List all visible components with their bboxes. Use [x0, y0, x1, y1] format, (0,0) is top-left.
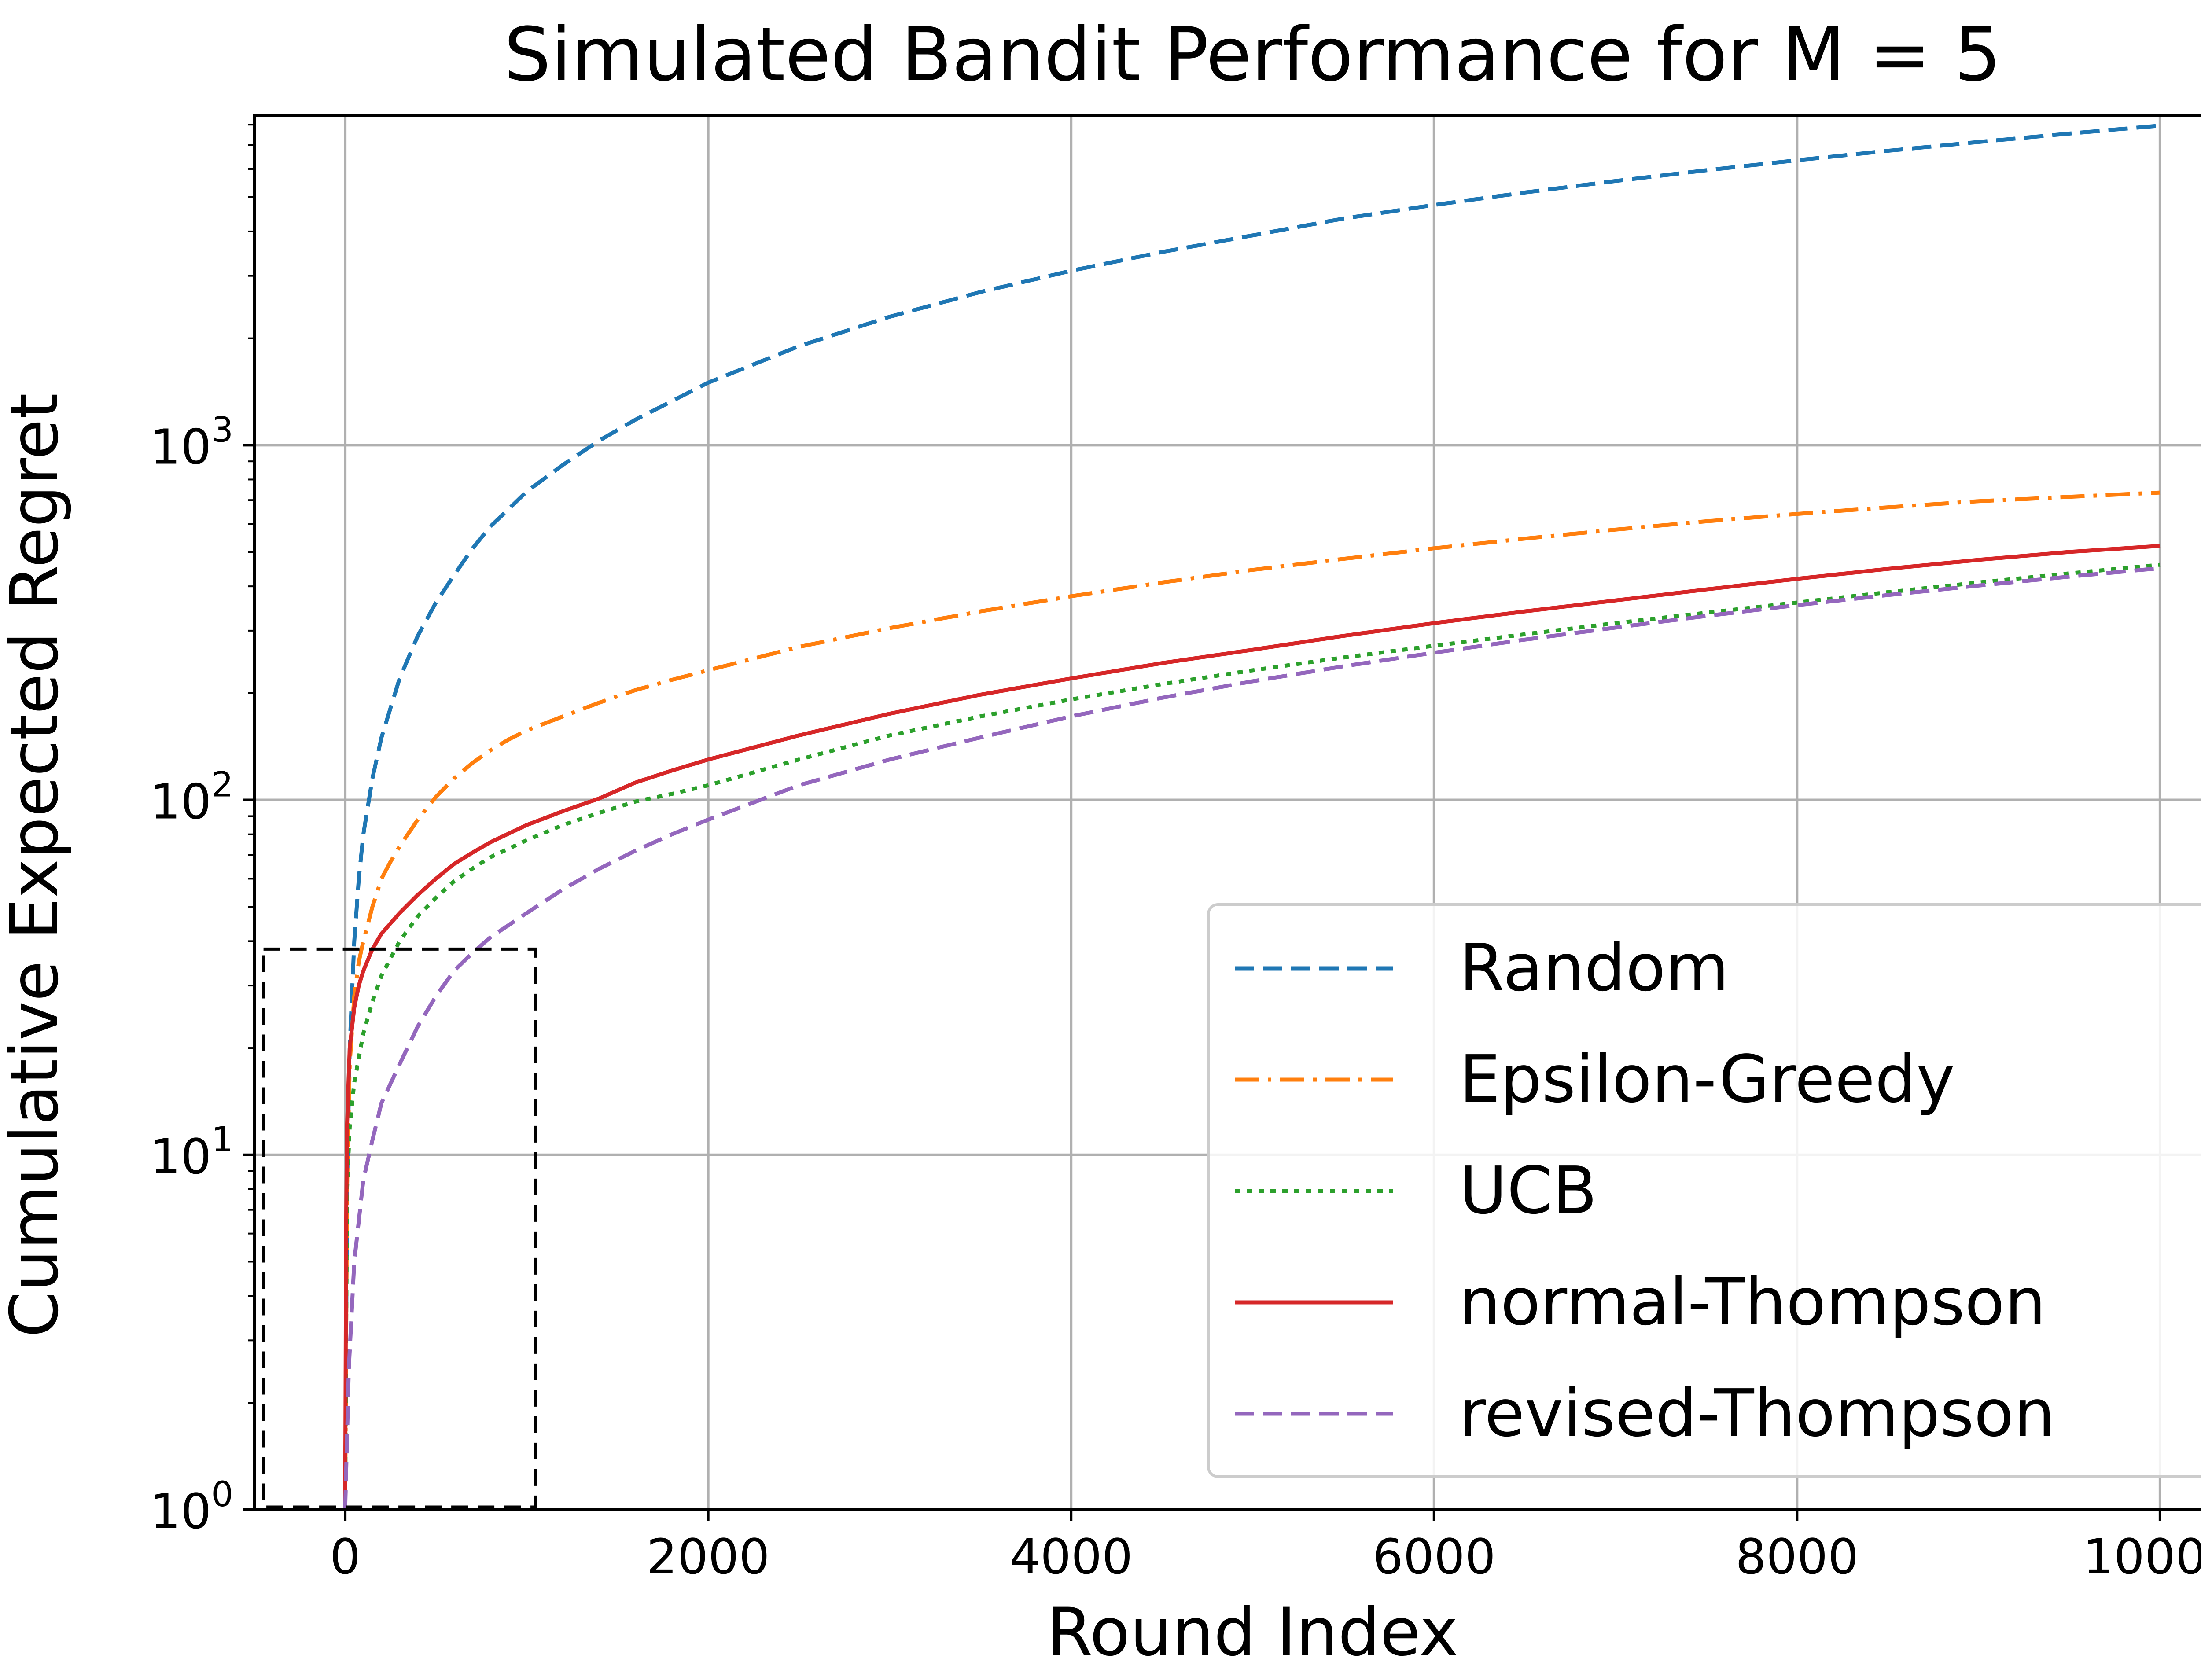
x-tick-label: 10000	[2083, 1529, 2201, 1585]
x-tick-label: 0	[330, 1529, 361, 1585]
legend-label-normal-thompson: normal-Thompson	[1459, 1264, 2046, 1340]
legend-frame	[1207, 903, 2201, 1478]
legend-label-revised-thompson: revised-Thompson	[1459, 1375, 2055, 1451]
series-line-revised-thompson	[343, 566, 2161, 1510]
legend-label-epsilon-greedy: Epsilon-Greedy	[1459, 1041, 1955, 1117]
x-axis-label: Round Index	[1047, 1594, 1458, 1671]
y-tick-label: 103	[150, 410, 233, 475]
series-line-normal-thompson	[343, 544, 2161, 1510]
legend: Random Epsilon-Greedy UCB normal-Thompson re…	[1207, 903, 2201, 1478]
series-lines	[343, 123, 2161, 1510]
x-tick-label: 4000	[1009, 1529, 1133, 1585]
legend-label-ucb: UCB	[1459, 1153, 1597, 1228]
plot-frame	[253, 114, 2201, 1511]
x-tick-label: 6000	[1373, 1529, 1496, 1585]
series-line-ucb	[343, 562, 2161, 1510]
legend-label-random: Random	[1459, 930, 1729, 1006]
y-tick-label: 101	[150, 1120, 233, 1185]
chart-title: Simulated Bandit Performance for M = 5	[504, 11, 2001, 98]
annotation-box	[262, 947, 537, 1509]
x-tick-label: 8000	[1735, 1529, 1859, 1585]
series-line-random	[343, 123, 2161, 1510]
y-axis-label: Cumulative Expected Regret	[0, 393, 73, 1338]
x-tick-label: 2000	[647, 1529, 770, 1585]
axis-ticks: 0 2000 4000 6000 8000 10000 100 101 102 103	[150, 124, 2201, 1585]
series-line-epsilon-greedy	[343, 490, 2161, 1510]
y-tick-label: 102	[150, 765, 233, 830]
y-tick-label: 100	[150, 1475, 233, 1540]
